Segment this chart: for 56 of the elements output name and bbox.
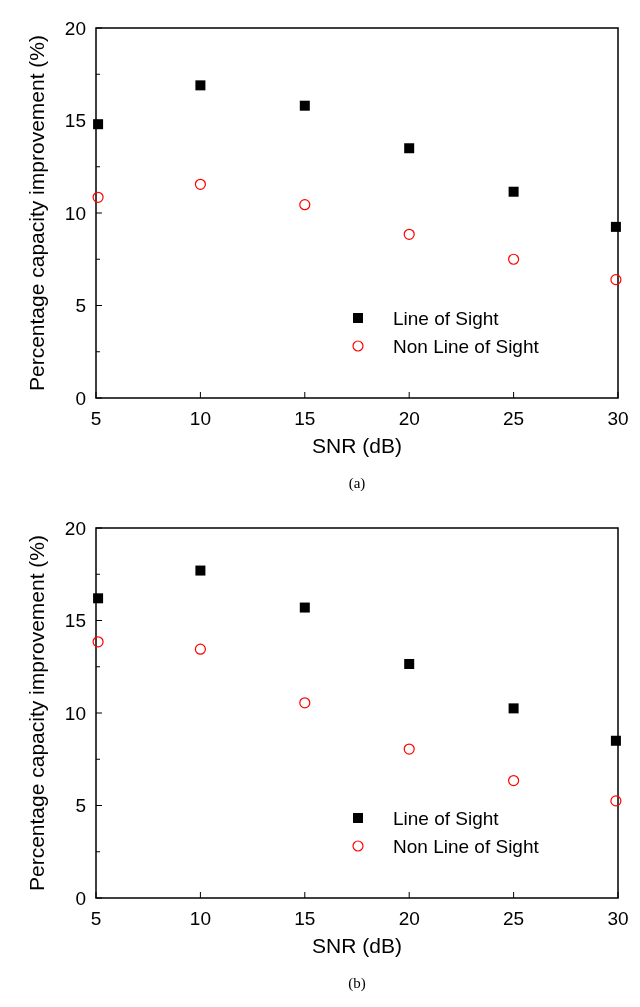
y-tick-label: 10 [64,202,86,224]
y-tick-label: 0 [75,387,86,409]
point [403,743,415,755]
x-tick-label: 5 [90,408,102,429]
x-tick-label: 10 [189,908,211,929]
point [610,221,621,232]
x-axis-title: SNR (dB) [312,934,402,957]
point [508,774,520,787]
x-tick-label: 25 [503,908,525,929]
y-tick-label: 10 [64,702,86,724]
point [404,143,415,154]
x-tick-label: 30 [607,908,629,929]
point [404,658,415,669]
y-tick-label: 15 [64,110,86,132]
point [610,735,621,746]
x-tick-label: 15 [294,408,316,429]
y-axis-title: Percentage capacity improvement (%) [25,35,48,391]
point [92,191,104,203]
legend-label: Line of Sight [393,307,500,329]
point [299,199,311,211]
y-tick-label: 20 [64,17,86,39]
point [403,228,415,240]
point [194,643,206,655]
point [508,703,519,714]
point [610,795,622,807]
point [194,178,206,190]
x-tick-label: 10 [189,408,211,429]
legend-label: Non Line of Sight [393,335,540,357]
x-tick-label: 30 [607,408,629,429]
point [195,80,206,91]
y-tick-label: 20 [64,517,86,539]
x-axis-title: SNR (dB) [312,434,402,457]
y-tick-label: 15 [64,610,86,632]
point [299,697,311,709]
y-axis-title: Percentage capacity improvement (%) [25,535,48,891]
point [93,119,104,130]
y-tick-label: 5 [75,295,86,317]
x-tick-label: 5 [90,908,102,929]
x-tick-label: 20 [398,408,420,429]
point [195,565,206,576]
point [508,186,519,197]
point [299,100,310,111]
legend-label: Line of Sight [393,807,500,829]
point [93,593,104,604]
legend-label: Non Line of Sight [393,835,540,857]
y-tick-label: 0 [75,887,86,909]
point [508,253,520,265]
x-tick-label: 25 [503,408,525,429]
x-tick-label: 20 [398,908,420,929]
point [92,636,104,648]
point [299,602,310,613]
y-tick-label: 5 [75,795,86,817]
x-tick-label: 15 [294,908,316,929]
text: (a) [348,475,366,492]
point [610,274,622,286]
text: (b) [348,975,366,992]
